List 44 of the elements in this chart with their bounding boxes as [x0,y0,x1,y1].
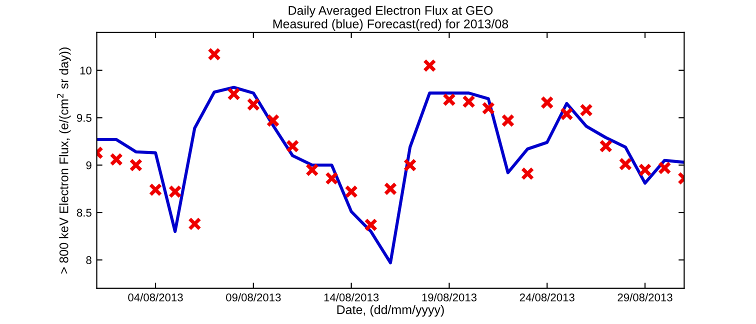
y-tick-label: 9 [86,161,92,170]
point [129,158,143,172]
point [520,166,534,180]
point [540,96,554,110]
point [208,48,221,61]
y-tick-label: 10 [80,66,92,74]
point [110,152,124,166]
point [286,139,300,153]
y-tick-label: 8 [86,256,92,264]
y-tick-label: 8.5 [76,208,92,217]
x-tick-label: 04/08/2013 [128,293,183,302]
point [442,93,456,106]
x-tick-label: 09/08/2013 [226,293,281,302]
point [246,98,260,112]
y-tick-label: 9.5 [76,114,92,122]
y-axis-title: > 800 keV Electron Flux, (e/(cm$^{2}$ sr day)) [56,48,71,274]
point [168,185,182,198]
point [560,107,574,121]
point [188,217,202,231]
x-tick-label: 24/08/2013 [520,293,574,302]
line-series [96,86,684,264]
point [384,182,398,196]
point [325,172,338,186]
x-tick-label: 19/08/2013 [422,293,477,302]
point [638,163,652,177]
chart-title: Daily Averaged Electron Flux at GEO Measured (blue) Forecast(red) for 2013/08 [273,6,508,31]
x-tick-label: 29/08/2013 [618,293,672,302]
point [462,94,476,108]
x-tick-label: 14/08/2013 [324,293,379,302]
point [148,183,162,196]
point [422,58,436,72]
point [580,103,593,117]
point [599,139,613,153]
point [364,218,378,232]
point [501,114,515,128]
point [266,114,280,128]
point [482,102,496,115]
point [227,87,240,101]
point [344,185,358,198]
point [618,158,632,171]
point [403,158,417,172]
point [658,161,672,175]
x-axis-title: Date, (dd/mm/yyyy) [337,304,444,317]
point [305,163,319,177]
